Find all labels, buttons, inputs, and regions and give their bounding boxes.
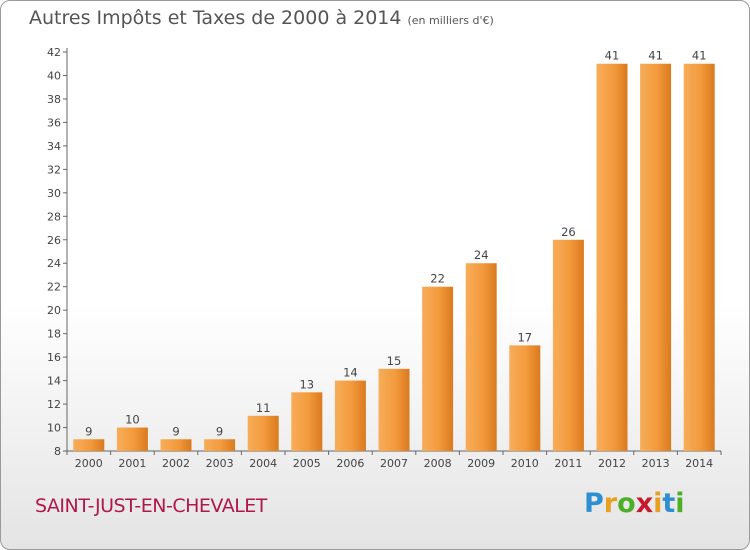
x-tick-label: 2003 xyxy=(206,457,234,470)
bar-2001 xyxy=(116,427,148,451)
value-label: 10 xyxy=(125,413,140,427)
value-label: 13 xyxy=(299,377,314,391)
logo-letter: o xyxy=(617,488,636,519)
bar-2009 xyxy=(465,263,497,451)
chart-labels: 2000 9 2001 10 2002 9 2003 9 2004 11 2005 13 2006 14 2… xyxy=(75,49,713,470)
logo-letter: x xyxy=(635,488,654,519)
logo-letter: i xyxy=(675,488,685,519)
x-tick-label: 2014 xyxy=(685,457,713,470)
x-tick-label: 2013 xyxy=(642,457,670,470)
bar-2010 xyxy=(509,345,541,451)
x-tick-label: 2010 xyxy=(511,457,539,470)
x-tick-label: 2009 xyxy=(467,457,495,470)
y-tick-label: 24 xyxy=(47,257,61,270)
value-label: 9 xyxy=(216,424,223,438)
y-tick-label: 40 xyxy=(47,69,61,82)
y-tick-label: 8 xyxy=(54,445,61,458)
y-tick-label: 18 xyxy=(47,328,61,341)
logo-letter: r xyxy=(603,488,618,519)
value-label: 41 xyxy=(692,49,707,63)
value-label: 17 xyxy=(517,330,532,344)
chart-subtitle: (en milliers d'€) xyxy=(407,14,494,27)
y-tick-label: 28 xyxy=(47,210,61,223)
x-tick-label: 2006 xyxy=(336,457,364,470)
bar-2000 xyxy=(73,439,105,451)
chart-title: Autres Impôts et Taxes de 2000 à 2014 (en… xyxy=(29,7,494,29)
bar-2006 xyxy=(334,380,366,451)
y-tick-label: 34 xyxy=(47,140,61,153)
y-tick-label: 30 xyxy=(47,187,61,200)
logo-letter: P xyxy=(584,488,604,519)
x-tick-label: 2005 xyxy=(293,457,321,470)
bar-2013 xyxy=(640,63,672,452)
logo-letter: t xyxy=(662,488,676,519)
y-tick-label: 32 xyxy=(47,163,61,176)
bar-2008 xyxy=(422,286,454,451)
bar-2004 xyxy=(247,415,279,451)
bar-2007 xyxy=(378,368,410,451)
bar-2003 xyxy=(204,439,236,451)
bar-2002 xyxy=(160,439,192,451)
y-tick-label: 38 xyxy=(47,93,61,106)
x-tick-label: 2011 xyxy=(554,457,582,470)
y-tick-label: 16 xyxy=(47,351,61,364)
bar-2005 xyxy=(291,392,323,451)
y-tick-label: 26 xyxy=(47,234,61,247)
y-tick-label: 42 xyxy=(47,46,61,59)
proxiti-logo: Proxiti xyxy=(584,488,685,519)
value-label: 24 xyxy=(474,248,489,262)
value-label: 22 xyxy=(430,272,445,286)
bar-2012 xyxy=(596,63,628,452)
y-tick-label: 10 xyxy=(47,422,61,435)
value-label: 9 xyxy=(172,424,179,438)
value-label: 11 xyxy=(256,401,271,415)
y-tick-label: 14 xyxy=(47,375,61,388)
x-tick-label: 2008 xyxy=(424,457,452,470)
logo-letter: i xyxy=(653,488,663,519)
value-label: 26 xyxy=(561,225,576,239)
y-tick-label: 20 xyxy=(47,304,61,317)
x-tick-label: 2000 xyxy=(75,457,103,470)
value-label: 41 xyxy=(605,49,620,63)
value-label: 41 xyxy=(648,49,663,63)
value-label: 15 xyxy=(387,354,402,368)
value-label: 14 xyxy=(343,366,358,380)
bar-2014 xyxy=(683,63,715,452)
bar-2011 xyxy=(552,239,584,451)
town-name: SAINT-JUST-EN-CHEVALET xyxy=(35,495,267,517)
x-tick-label: 2002 xyxy=(162,457,190,470)
value-label: 9 xyxy=(85,424,92,438)
y-tick-label: 36 xyxy=(47,116,61,129)
x-tick-label: 2001 xyxy=(118,457,146,470)
chart-title-text: Autres Impôts et Taxes de 2000 à 2014 xyxy=(29,7,402,29)
chart-bars xyxy=(73,63,715,452)
x-tick-label: 2004 xyxy=(249,457,277,470)
y-tick-label: 22 xyxy=(47,281,61,294)
x-tick-label: 2012 xyxy=(598,457,626,470)
x-tick-label: 2007 xyxy=(380,457,408,470)
y-tick-label: 12 xyxy=(47,398,61,411)
